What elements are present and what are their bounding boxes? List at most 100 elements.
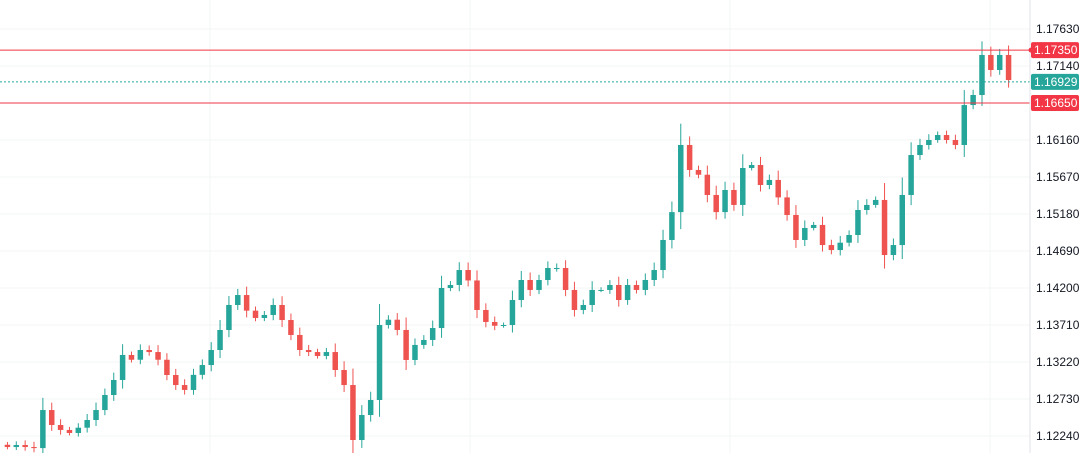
candle-body bbox=[837, 242, 843, 251]
candle bbox=[146, 345, 152, 356]
candle bbox=[412, 338, 418, 366]
candle bbox=[518, 270, 525, 308]
candle bbox=[102, 388, 108, 416]
candle-body bbox=[793, 214, 799, 240]
candle bbox=[155, 345, 161, 366]
candle bbox=[731, 182, 737, 211]
candle-body bbox=[810, 224, 817, 228]
candle-body bbox=[323, 352, 330, 356]
candle-body bbox=[4, 444, 11, 448]
candle-body bbox=[651, 270, 657, 281]
candle bbox=[226, 296, 232, 338]
candle bbox=[367, 391, 374, 422]
y-tick-label: 1.13710 bbox=[1036, 318, 1080, 332]
candle-body bbox=[713, 194, 719, 213]
y-tick-label: 1.14200 bbox=[1036, 281, 1080, 295]
candle bbox=[748, 161, 755, 171]
candle bbox=[465, 262, 471, 287]
candle bbox=[75, 423, 82, 437]
candle-body bbox=[447, 284, 454, 289]
alert-dot-icon bbox=[1028, 47, 1034, 53]
candle bbox=[243, 286, 250, 318]
candle-body bbox=[828, 245, 835, 251]
candle bbox=[22, 440, 28, 451]
candle bbox=[403, 317, 409, 370]
candle-body bbox=[199, 365, 206, 375]
candle bbox=[110, 372, 117, 401]
candle bbox=[695, 165, 702, 179]
candle-body bbox=[748, 164, 755, 169]
candle bbox=[757, 156, 764, 192]
candle-body bbox=[899, 194, 906, 246]
candle bbox=[137, 344, 144, 365]
candle bbox=[678, 123, 684, 230]
candle bbox=[57, 419, 64, 435]
candle bbox=[775, 170, 781, 205]
price-levels bbox=[0, 49, 1030, 104]
candle-body bbox=[580, 304, 587, 310]
candle-body bbox=[633, 284, 640, 290]
candle bbox=[385, 315, 392, 329]
candle bbox=[40, 397, 46, 453]
candle-body bbox=[465, 270, 471, 281]
candle bbox=[235, 288, 241, 310]
candle bbox=[766, 174, 773, 190]
candle bbox=[740, 154, 746, 216]
candle-body bbox=[22, 444, 28, 448]
candle bbox=[288, 313, 294, 341]
candle-body bbox=[952, 140, 959, 145]
candle-body bbox=[890, 245, 897, 256]
candle-body bbox=[855, 210, 861, 235]
candle-body bbox=[217, 329, 223, 351]
candle-body bbox=[13, 444, 20, 448]
candle-body bbox=[775, 179, 781, 198]
candle bbox=[536, 274, 542, 295]
candle bbox=[864, 199, 870, 215]
support-price-label: 1.16650 bbox=[1034, 96, 1078, 110]
candle-body bbox=[181, 385, 188, 390]
candle-body bbox=[589, 289, 595, 305]
candle-body bbox=[934, 135, 941, 141]
candle-body bbox=[518, 280, 525, 301]
candle-body bbox=[332, 352, 338, 371]
y-tick-label: 1.12730 bbox=[1036, 392, 1080, 406]
y-tick-label: 1.17140 bbox=[1036, 59, 1080, 73]
candle-body bbox=[483, 309, 489, 322]
y-tick-label: 1.15670 bbox=[1036, 170, 1080, 184]
candle bbox=[128, 351, 135, 363]
candle-body bbox=[926, 140, 932, 145]
candle-body bbox=[545, 267, 551, 281]
candle-body bbox=[84, 420, 90, 428]
candle-body bbox=[642, 280, 649, 290]
candle bbox=[917, 138, 923, 160]
candle bbox=[607, 280, 613, 294]
y-tick-label: 1.14690 bbox=[1036, 244, 1080, 258]
candle bbox=[872, 196, 879, 208]
price-axis[interactable]: 1.17630 1.17140 1.16160 1.15670 1.15180 1.146… bbox=[1036, 22, 1080, 443]
candle bbox=[837, 235, 843, 256]
candle bbox=[881, 183, 888, 269]
candle bbox=[828, 239, 835, 255]
candle-body bbox=[740, 168, 746, 205]
candle bbox=[4, 441, 11, 450]
candle bbox=[376, 303, 383, 417]
y-tick-label: 1.13220 bbox=[1036, 355, 1080, 369]
candle bbox=[119, 344, 126, 389]
candle-body bbox=[128, 354, 135, 360]
resistance-price-label: 1.17350 bbox=[1034, 43, 1078, 57]
candle bbox=[447, 281, 454, 292]
candle-body bbox=[996, 54, 1003, 71]
candle-body bbox=[243, 295, 250, 311]
candle bbox=[589, 281, 595, 312]
candle-body bbox=[943, 135, 950, 141]
candle bbox=[217, 320, 223, 358]
candle bbox=[527, 272, 533, 296]
candle-body bbox=[110, 379, 117, 396]
candle-body bbox=[31, 447, 37, 449]
candle bbox=[802, 220, 808, 247]
candle-body bbox=[146, 350, 152, 353]
candle bbox=[660, 229, 666, 279]
candle bbox=[908, 142, 914, 206]
candle-body bbox=[500, 325, 507, 327]
